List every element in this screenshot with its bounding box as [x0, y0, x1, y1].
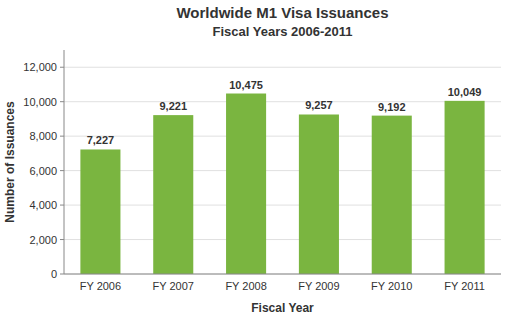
- data-label: 9,257: [305, 99, 333, 111]
- grid-line: [64, 101, 501, 102]
- data-labels: 7,227 9,221 10,475 9,257 9,192 10,049: [87, 79, 482, 147]
- grid-line: [64, 274, 501, 275]
- y-tick: [60, 205, 64, 206]
- bar: [299, 114, 339, 274]
- x-tick-label: FY 2008: [225, 280, 266, 292]
- chart-container: Worldwide M1 Visa Issuances Fiscal Years …: [0, 0, 515, 320]
- x-ticks: FY 2006 FY 2007 FY 2008 FY 2009 FY 2010 FY 20…: [80, 280, 485, 292]
- data-label: 10,049: [448, 86, 482, 98]
- bar: [80, 149, 120, 274]
- y-tick: [60, 170, 64, 171]
- grid: [64, 67, 501, 274]
- data-label: 9,192: [378, 101, 406, 113]
- grid-line: [64, 170, 501, 171]
- data-label: 7,227: [87, 134, 115, 146]
- x-tick-label: FY 2009: [298, 280, 339, 292]
- y-tick: [60, 239, 64, 240]
- data-label: 10,475: [229, 79, 263, 91]
- y-axis-line: [64, 50, 65, 274]
- x-axis-line: [64, 274, 501, 275]
- x-tick-label: FY 2011: [444, 280, 485, 292]
- y-axis-label: Number of Issuances: [3, 101, 17, 223]
- y-tick-label: 0: [51, 268, 57, 280]
- bar: [153, 115, 193, 274]
- subtitle: Fiscal Years 2006-2011: [213, 24, 353, 39]
- title: Worldwide M1 Visa Issuances: [176, 4, 388, 21]
- bars: [80, 94, 484, 274]
- y-tick-label: 8,000: [29, 130, 57, 142]
- y-tick: [60, 274, 64, 275]
- bar: [445, 101, 485, 274]
- y-ticks: 0 2,000 4,000 6,000 8,000 10,000 12,000: [23, 61, 64, 280]
- x-tick-label: FY 2007: [153, 280, 194, 292]
- grid-line: [64, 136, 501, 137]
- x-tick-label: FY 2010: [371, 280, 412, 292]
- grid-line: [64, 205, 501, 206]
- bar: [226, 94, 266, 274]
- y-tick-label: 10,000: [23, 96, 57, 108]
- y-tick-label: 6,000: [29, 165, 57, 177]
- y-tick: [60, 67, 64, 68]
- grid-line: [64, 239, 501, 240]
- y-tick-label: 12,000: [23, 61, 57, 73]
- y-tick-label: 4,000: [29, 199, 57, 211]
- x-tick-label: FY 2006: [80, 280, 121, 292]
- y-tick: [60, 136, 64, 137]
- x-axis-label: Fiscal Year: [251, 301, 314, 315]
- grid-line: [64, 67, 501, 68]
- data-label: 9,221: [159, 100, 187, 112]
- y-tick-label: 2,000: [29, 234, 57, 246]
- y-tick: [60, 101, 64, 102]
- chart-svg: Worldwide M1 Visa Issuances Fiscal Years …: [0, 0, 515, 320]
- bar: [372, 116, 412, 274]
